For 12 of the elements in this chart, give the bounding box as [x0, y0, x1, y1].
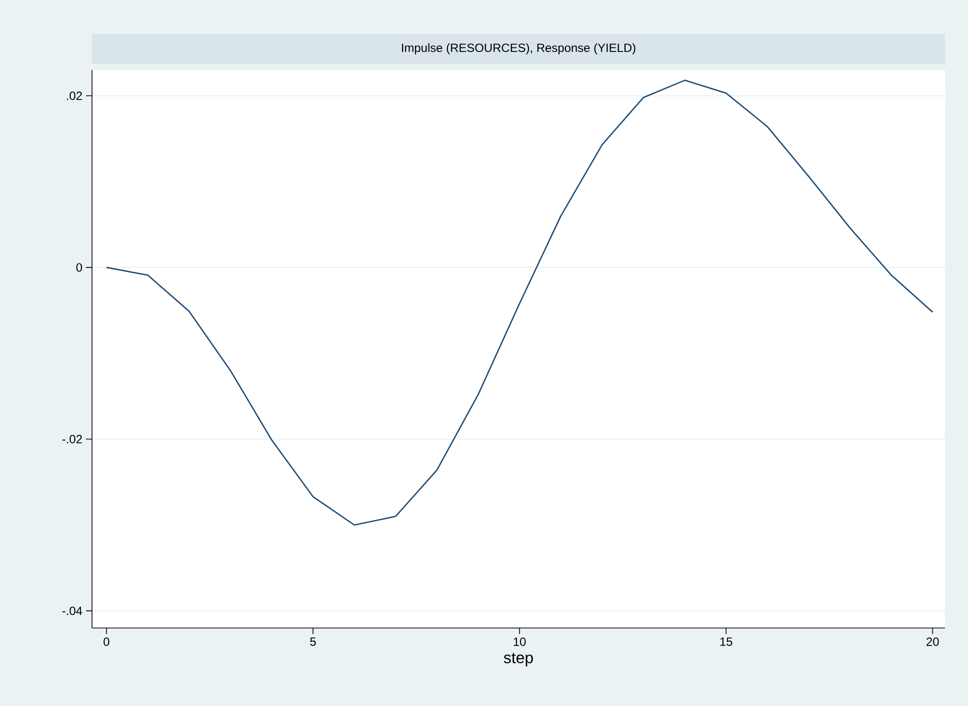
- y-tick-label: -.04: [62, 606, 82, 616]
- x-axis-title: step: [504, 652, 533, 666]
- y-tick-label: -.02: [62, 434, 82, 444]
- y-tick-label: .02: [66, 92, 82, 100]
- line-series: [106, 80, 934, 526]
- x-tick-label: 0: [104, 638, 110, 646]
- y-tick-label: 0: [76, 263, 82, 272]
- x-tick-label: 15: [720, 638, 732, 646]
- x-tick-label: 20: [926, 638, 939, 646]
- x-tick-label: 10: [514, 638, 526, 646]
- x-tick-label: 5: [310, 638, 316, 646]
- chart-title: Impulse (RESOURCES), Response (YIELD): [402, 43, 636, 54]
